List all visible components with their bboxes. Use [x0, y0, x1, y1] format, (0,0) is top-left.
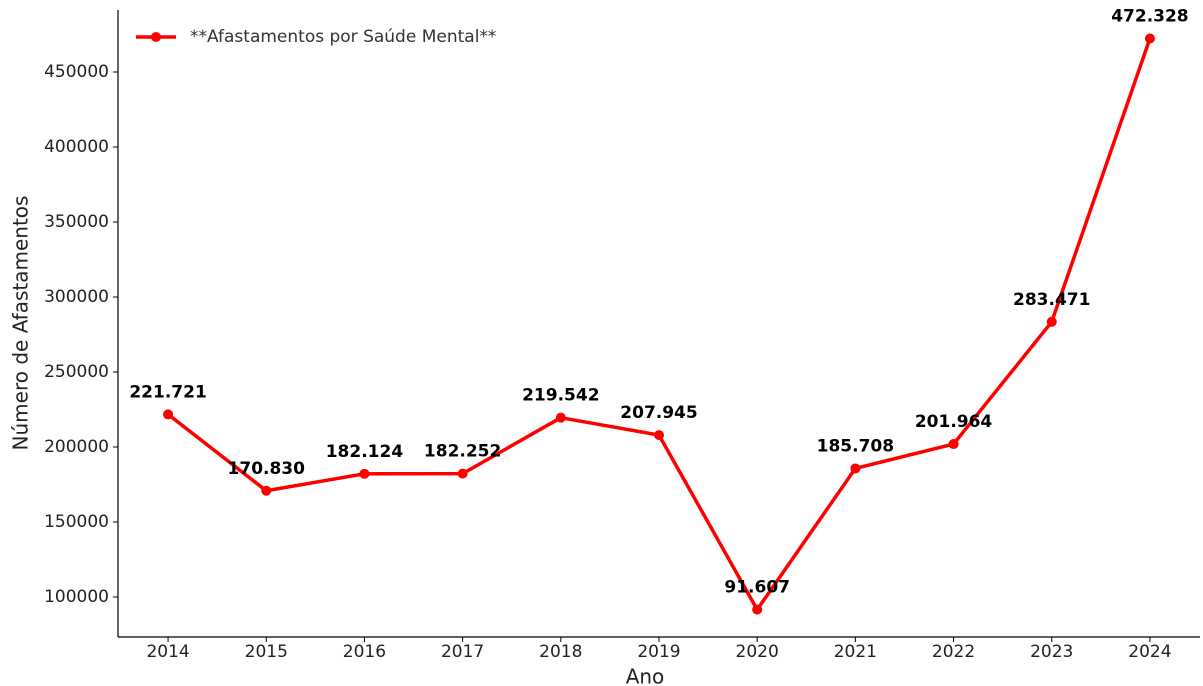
x-tick-label: 2023: [1030, 642, 1073, 662]
series-line: [166, 37, 1152, 612]
data-label: 221.721: [129, 382, 206, 402]
data-point: [555, 412, 566, 423]
legend-label: **Afastamentos por Saúde Mental**: [190, 27, 496, 47]
x-tick-label: 2018: [539, 642, 582, 662]
data-point: [457, 468, 468, 479]
x-tick-label: 2021: [834, 642, 877, 662]
data-label: 201.964: [915, 412, 993, 432]
data-point: [1144, 33, 1155, 44]
y-tick-label: 450000: [44, 62, 109, 82]
y-tick-label: 300000: [44, 287, 109, 307]
data-point: [948, 439, 959, 450]
data-label: 91.607: [724, 578, 790, 598]
y-tick-label: 350000: [44, 212, 109, 232]
x-tick-label: 2016: [343, 642, 386, 662]
y-tick-label: 200000: [44, 437, 109, 457]
data-point: [359, 468, 370, 479]
data-point: [261, 485, 272, 496]
data-point: [1046, 316, 1057, 327]
data-label: 170.830: [228, 459, 306, 479]
data-point: [654, 430, 664, 441]
x-axis-label: Ano: [626, 665, 665, 686]
data-label: 182.252: [424, 442, 501, 462]
data-label: 283.471: [1013, 290, 1090, 310]
y-tick-label: 100000: [44, 587, 109, 607]
y-tick-label: 150000: [44, 512, 109, 532]
y-axis-label: Número de Afastamentos: [9, 196, 33, 451]
x-tick-label: 2022: [932, 642, 975, 662]
data-point: [752, 604, 763, 615]
data-point: [850, 463, 861, 474]
y-tick-label: 400000: [44, 137, 109, 157]
data-label: 182.124: [326, 442, 404, 462]
data-point: [163, 409, 174, 420]
data-label: 472.328: [1111, 7, 1188, 27]
y-tick-label: 250000: [44, 362, 109, 382]
x-tick-label: 2019: [637, 642, 680, 662]
data-label: 185.708: [817, 436, 894, 456]
x-tick-label: 2020: [736, 642, 779, 662]
x-tick-label: 2024: [1128, 642, 1171, 662]
x-tick-label: 2015: [245, 642, 288, 662]
legend-marker: [151, 32, 161, 42]
x-tick-label: 2017: [441, 642, 484, 662]
x-tick-label: 2014: [146, 642, 189, 662]
data-label: 207.945: [620, 403, 697, 423]
data-label: 219.542: [522, 386, 599, 406]
